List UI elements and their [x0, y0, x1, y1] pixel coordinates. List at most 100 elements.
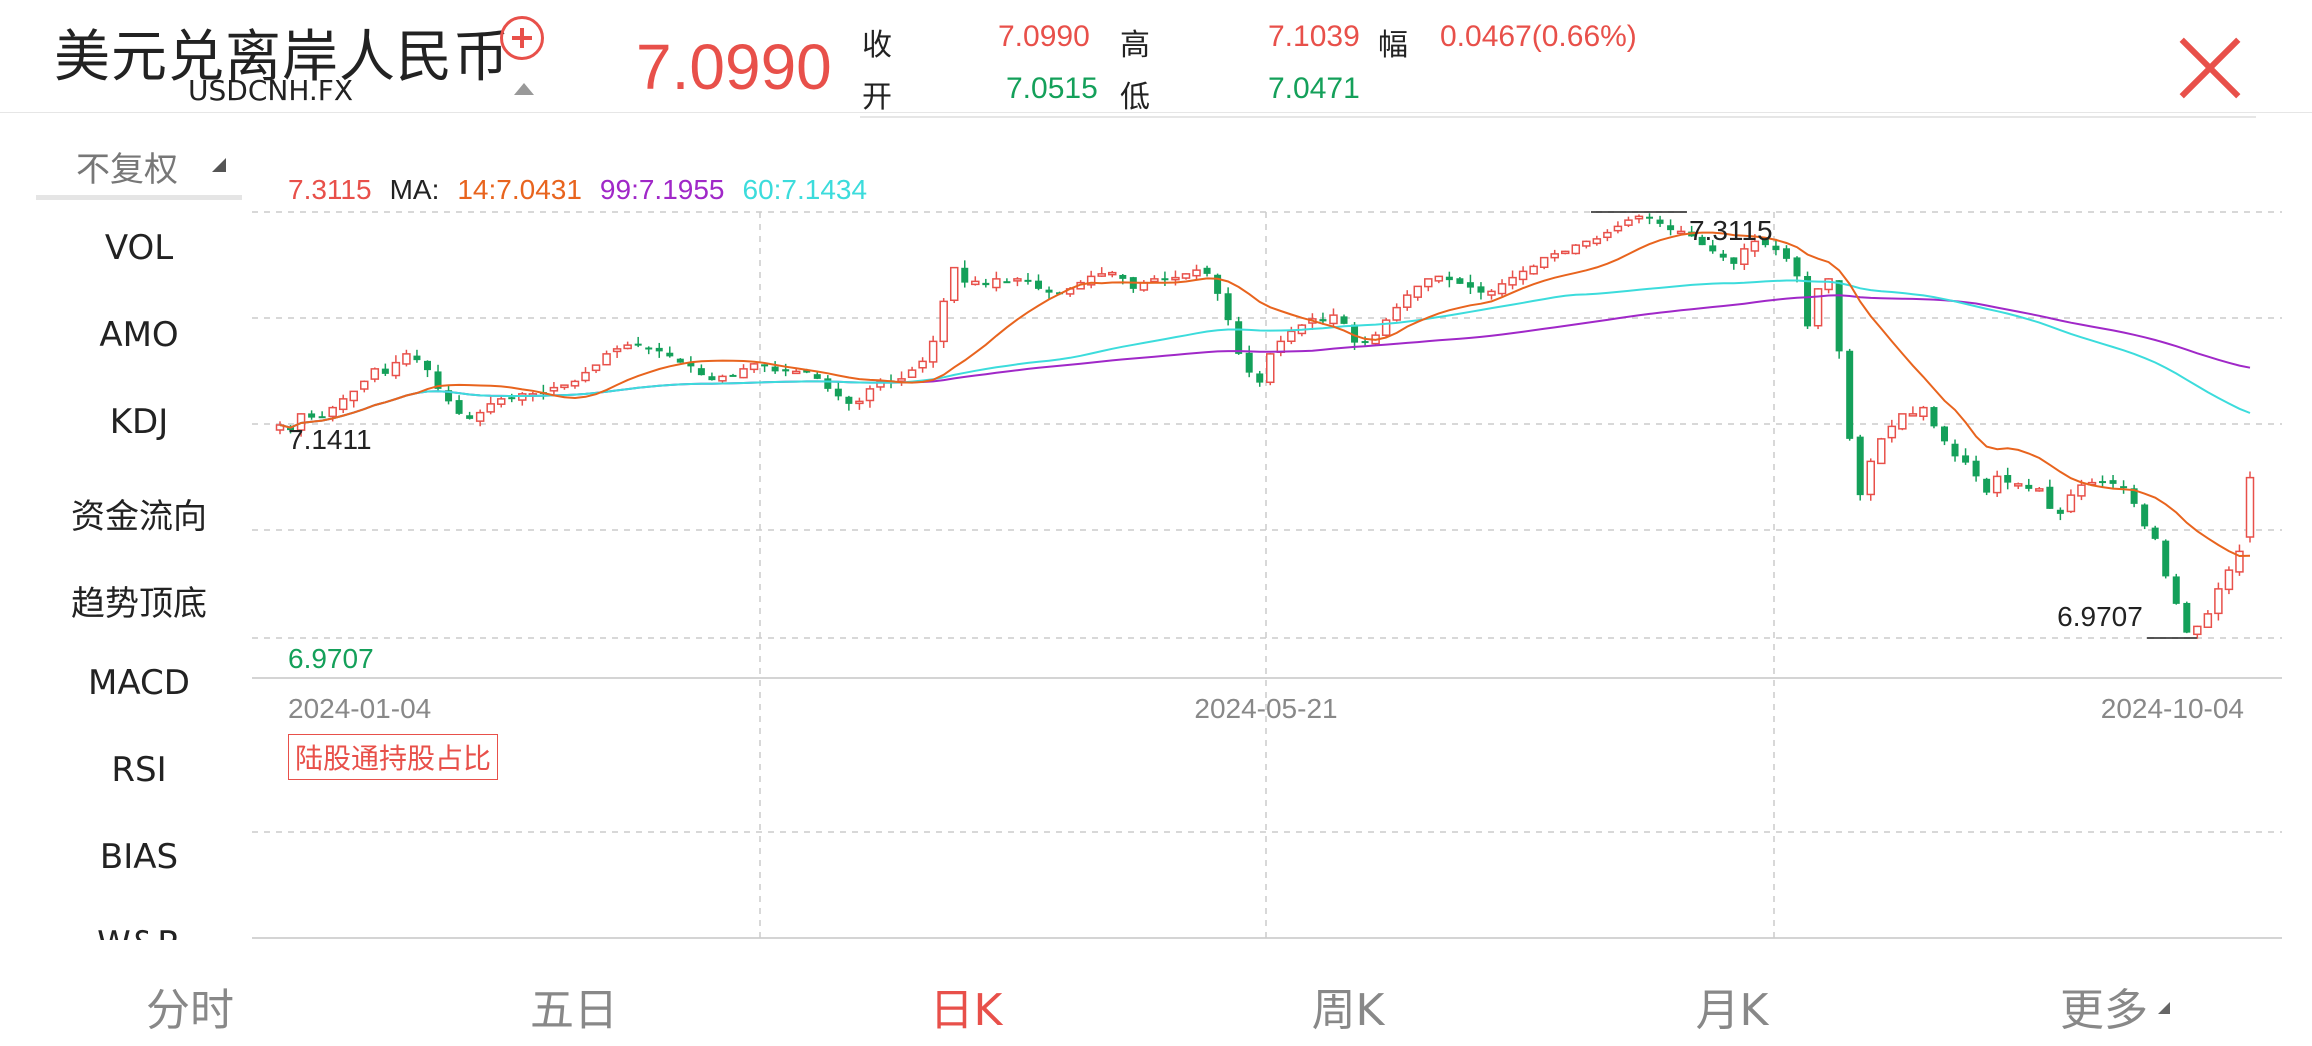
indicator-amo[interactable]: AMO: [99, 315, 179, 355]
candle: [687, 356, 695, 373]
candle: [1466, 274, 1474, 294]
candle-body: [581, 371, 590, 382]
candle-body: [1392, 306, 1401, 321]
candle-body: [1424, 278, 1433, 288]
candle-body: [1445, 276, 1453, 281]
candle: [466, 411, 474, 420]
high-label: 高: [1120, 28, 1150, 63]
candle: [1024, 273, 1032, 285]
tab-weekly-k[interactable]: 周K: [1311, 985, 1385, 1036]
indicator-tag[interactable]: 陆股通持股占比: [288, 734, 499, 780]
candle: [834, 381, 842, 401]
high-value: 7.1039: [1268, 20, 1360, 53]
candle-body: [591, 364, 601, 372]
candle-body: [434, 371, 442, 389]
candle: [581, 367, 590, 383]
candle: [2013, 482, 2023, 490]
legend-ma99: 99:7.1955: [599, 174, 725, 205]
candle-body: [1045, 289, 1053, 293]
tab-more[interactable]: 更多: [2060, 985, 2148, 1036]
candle-body: [1171, 276, 1180, 281]
candle-body: [1024, 279, 1032, 282]
candle-body: [2245, 476, 2255, 538]
candle-body: [2235, 550, 2244, 573]
tab-daily-k[interactable]: 日K: [929, 985, 1003, 1036]
candle-body: [1667, 225, 1675, 231]
candle-body: [508, 397, 516, 400]
candle: [1983, 477, 1991, 496]
candle-body: [2013, 483, 2023, 487]
candle: [918, 357, 927, 373]
candle-body: [2004, 475, 2012, 483]
candle: [1624, 216, 1633, 228]
quote-header: 美元兑离岸人民币 USDCNH.FX 7.0990 收 7.0990 高 7.1…: [0, 0, 2312, 115]
candle-body: [1698, 236, 1706, 246]
candle-body: [961, 267, 969, 283]
candle-body: [1709, 245, 1717, 252]
candle: [349, 390, 358, 408]
candle: [2120, 480, 2128, 494]
indicator-fund-flow[interactable]: 资金流向: [71, 497, 207, 537]
adjust-dropdown[interactable]: 不复权: [36, 138, 242, 200]
candle-body: [1287, 330, 1296, 342]
candle-body: [496, 398, 506, 405]
candle-body: [687, 362, 695, 367]
candle: [1793, 256, 1801, 283]
legend-max: 7.3115: [288, 174, 372, 205]
indicator-wr[interactable]: W&R: [36, 924, 242, 940]
candle: [1992, 470, 2002, 497]
candle-body: [982, 282, 990, 286]
legend-ma60: 60:7.1434: [742, 174, 868, 205]
add-watchlist-icon[interactable]: [500, 16, 544, 60]
candle: [2245, 471, 2255, 543]
candle: [1656, 215, 1664, 228]
high-annotation: 7.3115: [1689, 215, 1773, 246]
indicator-trend[interactable]: 趋势顶底: [71, 584, 207, 624]
candle-body: [349, 390, 358, 402]
open-label: 开: [862, 80, 892, 115]
candle: [612, 345, 622, 358]
caret-up-icon[interactable]: [514, 83, 534, 95]
candle-body: [2203, 613, 2213, 628]
tab-intraday[interactable]: 分时: [146, 985, 234, 1036]
tab-monthly-k[interactable]: 月K: [1695, 985, 1769, 1036]
candle: [1235, 316, 1243, 355]
x-tick-label: 2024-01-04: [288, 693, 431, 724]
candle-body: [1518, 270, 1528, 281]
open-value: 7.0515: [1006, 72, 1098, 105]
instrument-code: USDCNH.FX: [188, 74, 354, 107]
low-annotation: 6.9707: [2057, 601, 2143, 632]
indicator-kdj[interactable]: KDJ: [109, 402, 169, 442]
indicator-rsi[interactable]: RSI: [111, 750, 167, 790]
candle-body: [676, 358, 684, 363]
candle-body: [1203, 267, 1211, 274]
candle-body: [834, 388, 842, 397]
candle-body: [1772, 245, 1780, 251]
candle-body: [1740, 248, 1749, 265]
candle-body: [897, 378, 906, 382]
candle-body: [761, 364, 769, 367]
candle: [1898, 413, 1907, 431]
candle-body: [2056, 509, 2064, 514]
candle-body: [1508, 276, 1517, 286]
candle: [381, 363, 389, 376]
candle-body: [1097, 273, 1106, 277]
indicator-macd[interactable]: MACD: [88, 663, 190, 703]
candle: [2130, 484, 2138, 508]
candle: [1529, 264, 1538, 275]
indicator-vol[interactable]: VOL: [104, 228, 174, 268]
candle: [1107, 270, 1117, 278]
candle: [1329, 308, 1338, 327]
candle: [486, 396, 495, 415]
candle: [1161, 271, 1169, 286]
tab-five-day[interactable]: 五日: [530, 985, 618, 1036]
candle: [1402, 290, 1412, 311]
candle: [961, 260, 969, 288]
indicator-bias[interactable]: BIAS: [99, 837, 179, 877]
candle-body: [1214, 274, 1222, 294]
candle-body: [1962, 455, 1970, 463]
candle-body: [1487, 290, 1496, 296]
candle: [1214, 273, 1222, 301]
candle-body: [1866, 460, 1875, 496]
